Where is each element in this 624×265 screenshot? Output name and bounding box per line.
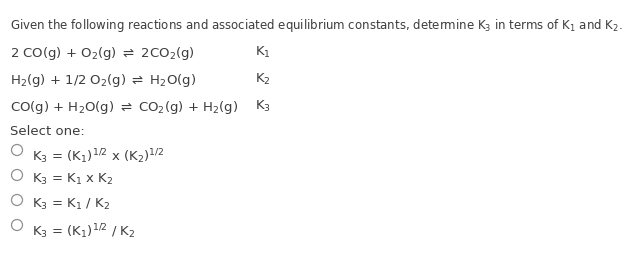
Text: H$_2$(g) + 1/2 O$_2$(g) $\rightleftharpoons$ H$_2$O(g): H$_2$(g) + 1/2 O$_2$(g) $\rightleftharpo…: [10, 72, 196, 89]
Text: K$_2$: K$_2$: [255, 72, 271, 87]
Text: 2 CO(g) + O$_2$(g) $\rightleftharpoons$ 2CO$_2$(g): 2 CO(g) + O$_2$(g) $\rightleftharpoons$ …: [10, 45, 195, 62]
Text: Select one:: Select one:: [10, 125, 85, 138]
Text: K$_3$: K$_3$: [255, 99, 271, 114]
Text: K$_3$ = (K$_1$)$^{1/2}$ / K$_2$: K$_3$ = (K$_1$)$^{1/2}$ / K$_2$: [32, 222, 135, 241]
Text: K$_3$ = (K$_1$)$^{1/2}$ x (K$_2$)$^{1/2}$: K$_3$ = (K$_1$)$^{1/2}$ x (K$_2$)$^{1/2}…: [32, 147, 164, 166]
Text: K$_1$: K$_1$: [255, 45, 271, 60]
Text: K$_3$ = K$_1$ x K$_2$: K$_3$ = K$_1$ x K$_2$: [32, 172, 114, 187]
Text: CO(g) + H$_2$O(g) $\rightleftharpoons$ CO$_2$(g) + H$_2$(g): CO(g) + H$_2$O(g) $\rightleftharpoons$ C…: [10, 99, 238, 116]
Text: K$_3$ = K$_1$ / K$_2$: K$_3$ = K$_1$ / K$_2$: [32, 197, 110, 212]
Text: Given the following reactions and associated equilibrium constants, determine K$: Given the following reactions and associ…: [10, 17, 623, 34]
